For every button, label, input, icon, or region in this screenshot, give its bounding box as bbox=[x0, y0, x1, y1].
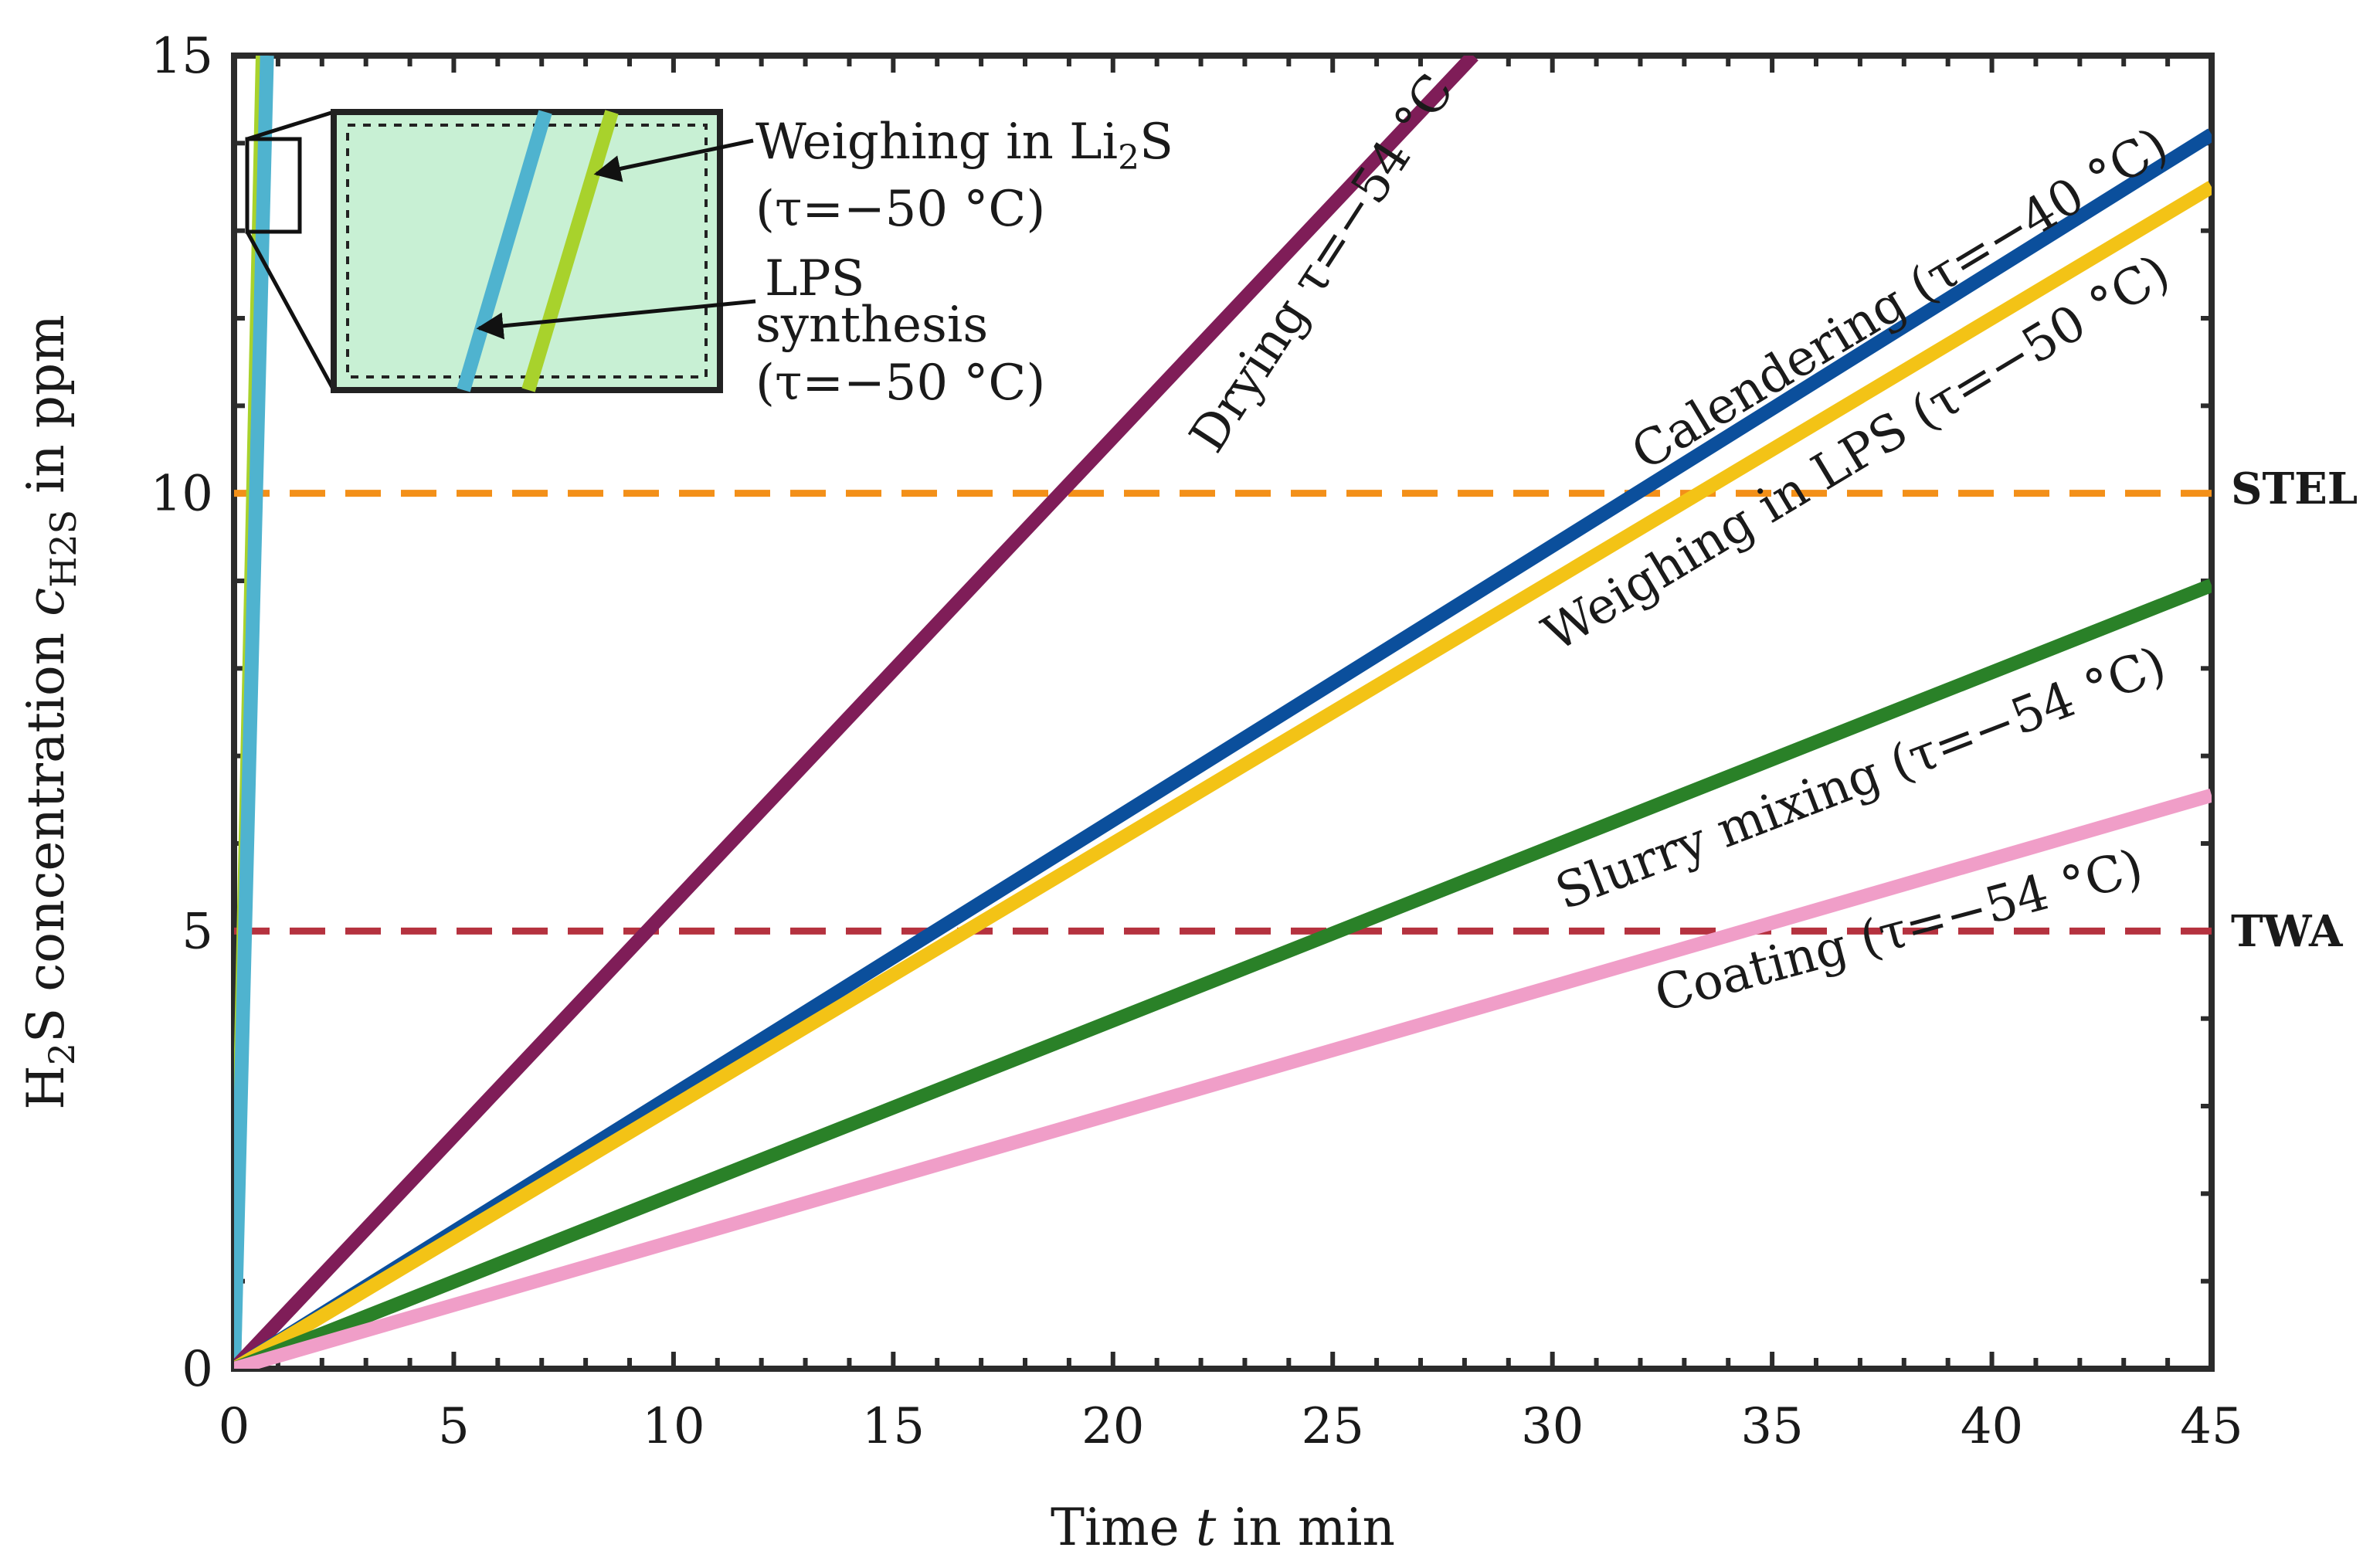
plot-area bbox=[231, 53, 2215, 1372]
inset-label-lps-line1: LPS bbox=[765, 250, 864, 307]
x-tick-label: 40 bbox=[1961, 1398, 2023, 1455]
x-tick-label: 25 bbox=[1302, 1398, 1364, 1455]
x-tick-label: 45 bbox=[2180, 1398, 2242, 1455]
inset-lps-line bbox=[457, 110, 552, 392]
series-lines bbox=[234, 56, 2212, 1369]
inset: Weighing in Li2S (τ=−50 °C) LPS synthesi… bbox=[245, 109, 1173, 412]
y-axis-label: H2S concentration cH2S in ppm bbox=[16, 314, 84, 1110]
series-line-drying bbox=[234, 56, 1479, 1369]
zoom-connector-bottom bbox=[245, 230, 336, 392]
label-stel: STEL bbox=[2231, 463, 2358, 514]
arrow-weighing-li2s bbox=[593, 138, 754, 182]
x-tick-label: 20 bbox=[1081, 1398, 1144, 1455]
tick-labels: 0 5 10 15 20 25 30 35 40 45 0 5 10 15 bbox=[151, 28, 2243, 1455]
arrow-lps-synthesis bbox=[476, 299, 756, 340]
series-line-calendering bbox=[234, 128, 2212, 1369]
x-tick-label: 5 bbox=[438, 1398, 470, 1455]
x-tick-label: 35 bbox=[1740, 1398, 1803, 1455]
series-line-coating bbox=[234, 789, 2212, 1369]
inset-label-lps-temp: (τ=−50 °C) bbox=[755, 355, 1045, 412]
inset-label-lps-line2: synthesis bbox=[755, 297, 988, 354]
x-tick-label: 15 bbox=[862, 1398, 925, 1455]
x-tick-label: 30 bbox=[1521, 1398, 1584, 1455]
series-line-slurry-mixing bbox=[234, 579, 2212, 1369]
x-axis-label: Time t in min bbox=[1051, 1498, 1395, 1557]
label-twa: TWA bbox=[2231, 906, 2344, 957]
y-tick-label: 0 bbox=[182, 1341, 213, 1398]
zoom-connector-top bbox=[246, 110, 334, 141]
series-line-lps-synthesis bbox=[234, 56, 274, 1369]
inset-label-weighing-li2s-temp: (τ=−50 °C) bbox=[755, 181, 1045, 238]
y-tick-label: 10 bbox=[151, 466, 213, 523]
label-drying: Drying τ=−54 °C bbox=[1179, 64, 1465, 462]
zoom-source-box bbox=[245, 137, 302, 234]
reference-lines bbox=[234, 490, 2212, 935]
x-tick-label: 10 bbox=[642, 1398, 704, 1455]
x-tick-label: 0 bbox=[219, 1398, 250, 1455]
y-tick-label: 5 bbox=[182, 903, 213, 960]
inset-label-weighing-li2s: Weighing in Li2S bbox=[755, 114, 1173, 178]
series-line-weighing-lps bbox=[234, 181, 2212, 1369]
y-tick-label: 15 bbox=[151, 28, 213, 85]
